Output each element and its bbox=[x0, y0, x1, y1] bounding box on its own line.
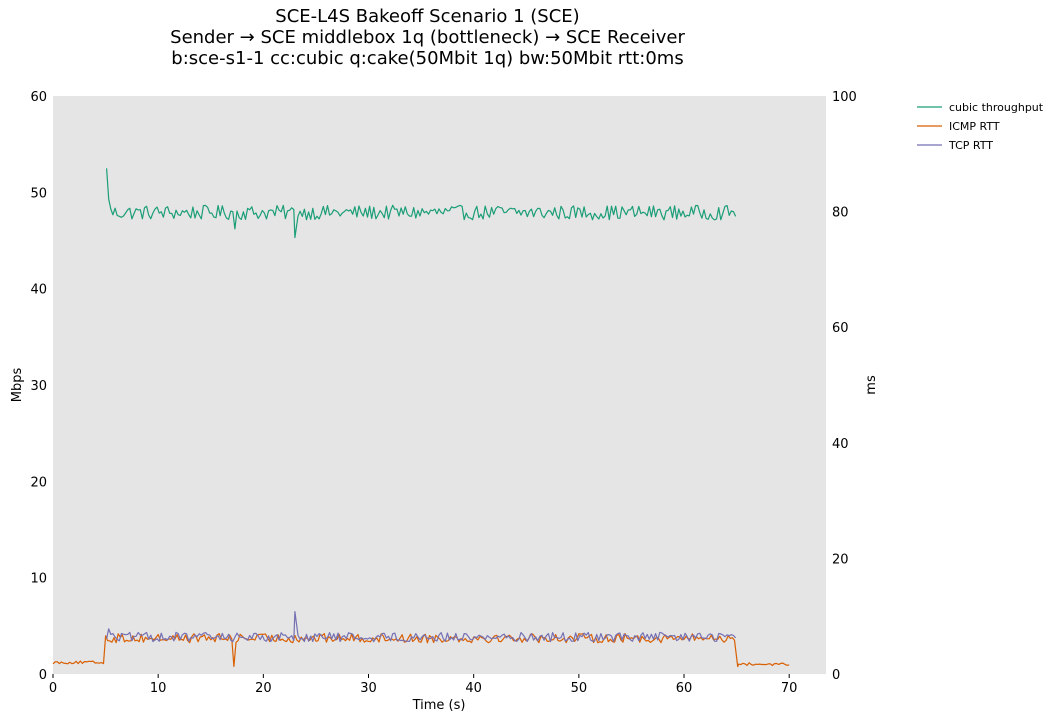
y-tick-right-label: 20 bbox=[832, 552, 849, 567]
plot-area bbox=[53, 96, 826, 674]
y-axis-left-label: Mbps bbox=[10, 368, 25, 403]
y-tick-left-label: 0 bbox=[39, 668, 47, 683]
x-tick-label: 50 bbox=[571, 681, 588, 696]
chart-title-line-3: b:sce-s1-1 cc:cubic q:cake(50Mbit 1q) bw… bbox=[171, 48, 684, 69]
chart-title: SCE-L4S Bakeoff Scenario 1 (SCE) Sender … bbox=[0, 6, 855, 69]
y-tick-right-label: 60 bbox=[832, 321, 849, 336]
y-tick-right-label: 100 bbox=[832, 90, 857, 105]
x-tick-label: 0 bbox=[49, 681, 57, 696]
y-tick-right-label: 40 bbox=[832, 437, 849, 452]
x-tick-label: 30 bbox=[360, 681, 377, 696]
series-line-cubic-throughput bbox=[106, 168, 737, 239]
y-axis-right-label: ms bbox=[864, 375, 879, 395]
x-tick-label: 10 bbox=[150, 681, 167, 696]
y-tick-right-label: 80 bbox=[832, 206, 849, 221]
x-tick-label: 70 bbox=[781, 681, 798, 696]
x-axis-label: Time (s) bbox=[412, 698, 466, 713]
y-tick-left-label: 60 bbox=[30, 90, 47, 105]
series-line-icmp-rtt bbox=[52, 633, 790, 668]
chart-title-line-2: Sender → SCE middlebox 1q (bottleneck) →… bbox=[170, 27, 685, 48]
chart-title-line-1: SCE-L4S Bakeoff Scenario 1 (SCE) bbox=[275, 6, 580, 27]
y-tick-left-label: 40 bbox=[30, 283, 47, 298]
legend-entry-label: TCP RTT bbox=[948, 139, 993, 152]
axis-layer: 0 10 20 30 40 50 60 70 0 10 20 30 40 50 60 0 20 40 60 80 100 bbox=[30, 90, 856, 696]
x-tick-label: 60 bbox=[676, 681, 693, 696]
x-tick-label: 40 bbox=[465, 681, 482, 696]
y-tick-left-label: 20 bbox=[30, 475, 47, 490]
legend-entry-label: cubic throughput bbox=[949, 101, 1044, 114]
series-line-tcp-rtt bbox=[106, 611, 737, 643]
y-tick-right-label: 0 bbox=[832, 668, 840, 683]
series-layer bbox=[52, 168, 790, 668]
x-tick-label: 20 bbox=[255, 681, 272, 696]
legend: cubic throughput ICMP RTT TCP RTT bbox=[917, 101, 1044, 152]
y-tick-left-label: 30 bbox=[30, 379, 47, 394]
y-tick-left-label: 50 bbox=[30, 186, 47, 201]
y-tick-left-label: 10 bbox=[30, 572, 47, 587]
legend-entry-label: ICMP RTT bbox=[949, 120, 1000, 133]
